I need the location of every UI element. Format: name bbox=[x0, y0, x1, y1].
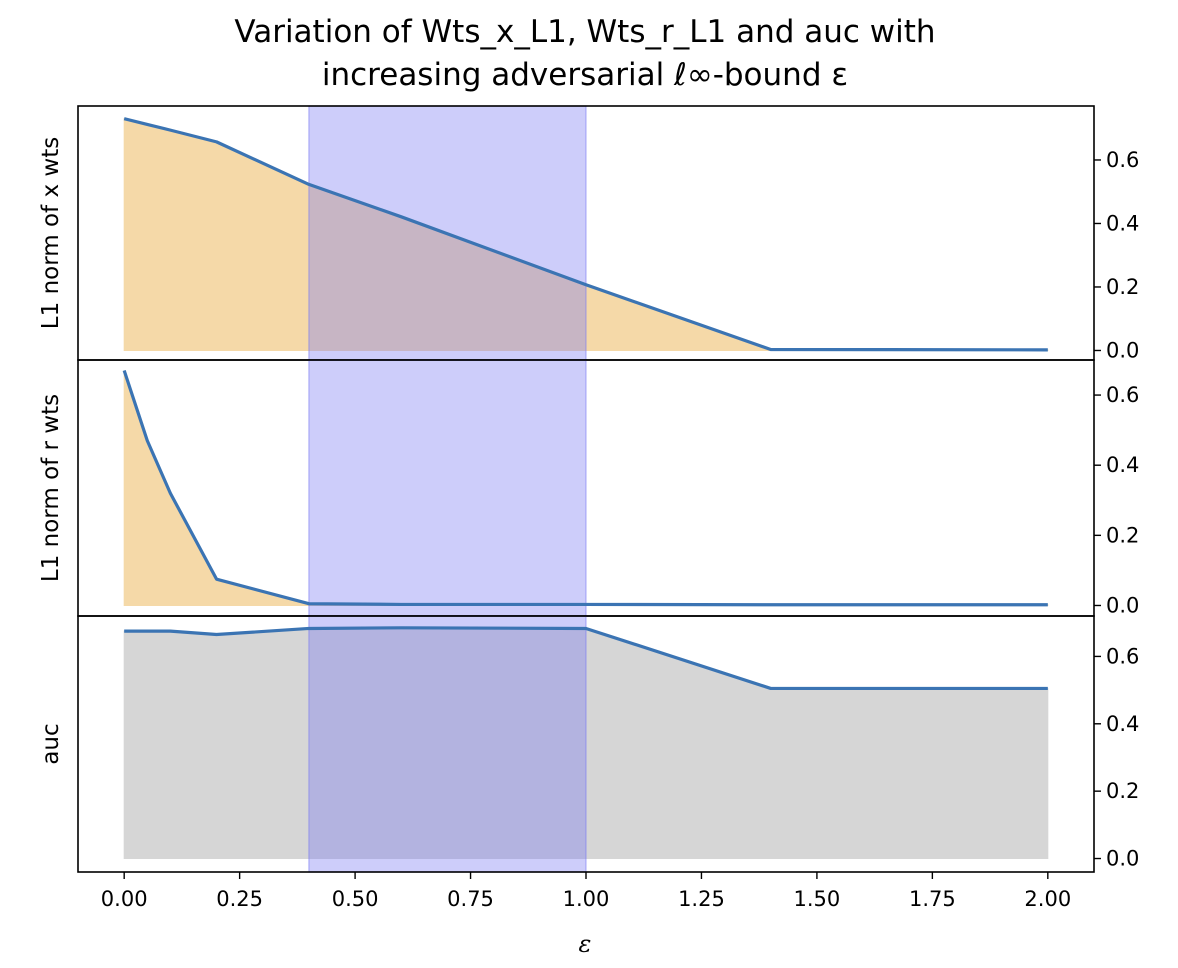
y-tick-label: 0.0 bbox=[1106, 338, 1139, 362]
x-tick-label: 1.00 bbox=[563, 887, 610, 911]
highlight-span bbox=[308, 615, 587, 873]
x-tick-label: 1.25 bbox=[678, 887, 725, 911]
y-tick-label: 0.0 bbox=[1106, 847, 1139, 871]
y-tick-label: 0.4 bbox=[1106, 211, 1139, 235]
series-line bbox=[124, 626, 1048, 691]
x-axis-label: ε bbox=[579, 930, 592, 958]
y-tick-label: 0.2 bbox=[1106, 275, 1139, 299]
series-line bbox=[122, 370, 1048, 607]
y-tick-label: 0.6 bbox=[1106, 148, 1139, 172]
series-line bbox=[123, 117, 1048, 352]
x-tick-label: 0.00 bbox=[101, 887, 148, 911]
y-tick-label: 0.2 bbox=[1106, 779, 1139, 803]
x-tick-label: 0.75 bbox=[447, 887, 494, 911]
y-tick-label: 0.4 bbox=[1106, 712, 1139, 736]
plot-area: 0.0 0.2 0.4 0.6 L1 norm of x wts 0.0 0.2 0.4 0.6… bbox=[38, 105, 1139, 911]
y-tick-label: 0.0 bbox=[1106, 593, 1139, 617]
x-axis: 0.00 0.25 0.50 0.75 1.00 1.25 1.50 1.75 2.00 bbox=[101, 872, 1071, 911]
x-tick-label: 0.50 bbox=[332, 887, 379, 911]
y-axis-label: auc bbox=[38, 723, 64, 764]
y-axis-label: L1 norm of r wts bbox=[38, 394, 64, 582]
y-tick-label: 0.6 bbox=[1106, 644, 1139, 668]
highlight-span bbox=[308, 359, 587, 617]
y-tick-label: 0.4 bbox=[1106, 453, 1139, 477]
x-tick-label: 1.75 bbox=[909, 887, 956, 911]
x-tick-label: 1.50 bbox=[794, 887, 841, 911]
chart-title-line-1: Variation of Wts_x_L1, Wts_r_L1 and auc … bbox=[234, 14, 935, 50]
y-tick-label: 0.2 bbox=[1106, 523, 1139, 547]
y-tick-label: 0.6 bbox=[1106, 383, 1139, 407]
panel-2: 0.0 0.2 0.4 0.6 L1 norm of r wts bbox=[38, 359, 1139, 617]
panel-3: 0.0 0.2 0.4 0.6 auc bbox=[38, 615, 1139, 873]
y-axis-label: L1 norm of x wts bbox=[38, 137, 64, 329]
x-tick-label: 0.25 bbox=[216, 887, 263, 911]
x-tick-label: 2.00 bbox=[1024, 887, 1071, 911]
chart-title-line-2: increasing adversarial ℓ∞-bound ε bbox=[322, 57, 848, 93]
panel-1: 0.0 0.2 0.4 0.6 L1 norm of x wts bbox=[38, 105, 1139, 362]
